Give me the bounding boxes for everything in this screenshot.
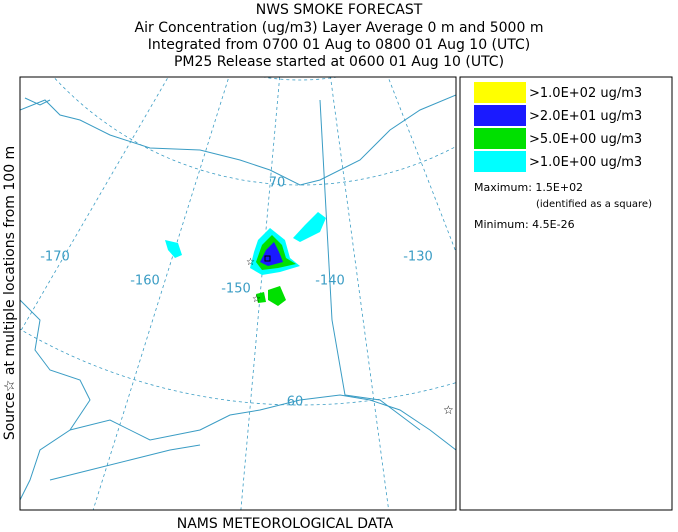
legend-frame (459, 76, 673, 511)
smoke-plume (293, 212, 326, 242)
legend-label: >5.0E+00 ug/m3 (529, 132, 642, 147)
side-label: Source☆ at multiple locations from 100 m (2, 146, 18, 440)
smoke-plume (256, 292, 266, 303)
footer: NAMS METEOROLOGICAL DATA (177, 516, 394, 532)
legend-swatch (474, 105, 526, 126)
graticule-label: 70 (269, 176, 286, 191)
legend-swatch (474, 128, 526, 149)
smoke-plume (165, 240, 182, 258)
smoke-plume (268, 286, 286, 306)
coastline (49, 444, 201, 481)
title: NWS SMOKE FORECAST (256, 2, 423, 18)
graticule-label: -140 (315, 274, 345, 289)
border (319, 99, 421, 431)
graticule-label: -150 (221, 282, 251, 297)
legend-swatch (474, 151, 526, 172)
map-frame (19, 76, 457, 511)
maximum-marker (264, 255, 271, 262)
subtitle: Integrated from 0700 01 Aug to 0800 01 A… (148, 37, 531, 53)
maximum: Maximum: 1.5E+02 (474, 181, 583, 194)
coastline (20, 94, 456, 186)
source-marker: ☆ (443, 403, 454, 417)
graticule (20, 77, 456, 510)
smoke-plume (260, 242, 283, 266)
legend-label: >2.0E+01 ug/m3 (529, 109, 642, 124)
source-marker: ☆ (252, 294, 261, 305)
graticule-label: 60 (287, 395, 304, 410)
subtitle: Air Concentration (ug/m3) Layer Average … (135, 20, 544, 36)
coastline (69, 394, 456, 451)
coastline (20, 299, 91, 501)
graticule-label: -160 (130, 274, 160, 289)
legend-label: >1.0E+02 ug/m3 (529, 86, 642, 101)
subtitle: PM25 Release started at 0600 01 Aug 10 (… (174, 54, 504, 70)
map: ☆ ☆ ☆ (20, 77, 456, 510)
graticule-label: -170 (40, 250, 70, 265)
source-marker: ☆ (246, 257, 255, 268)
minimum: Minimum: 4.5E-26 (474, 218, 575, 231)
legend: >1.0E+02 ug/m3 >2.0E+01 ug/m3 >5.0E+00 ug/… (474, 82, 642, 172)
coastline (24, 97, 51, 106)
graticule-label: -130 (403, 250, 433, 265)
maximum-note: (identified as a square) (536, 199, 652, 210)
legend-label: >1.0E+00 ug/m3 (529, 155, 642, 170)
legend-swatch (474, 82, 526, 103)
